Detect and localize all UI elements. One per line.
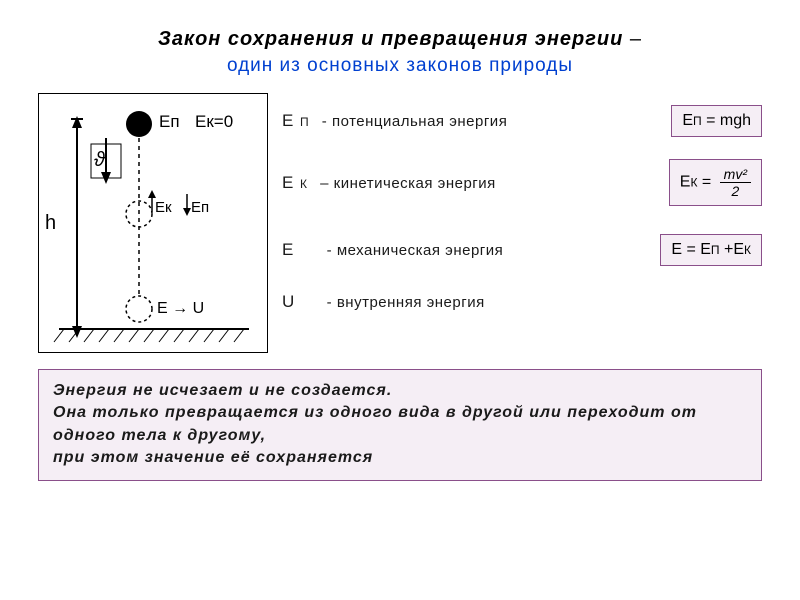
energy-diagram: h Еп Ек=0 ϑ Ек Еп E → U [38, 93, 268, 353]
top-ek0-label: Ек=0 [195, 112, 233, 132]
h-label: h [45, 212, 56, 235]
formula-ek-den: 2 [720, 183, 751, 199]
title-dash: – [623, 28, 642, 50]
law-line1: Энергия не исчезает и не создается. [53, 380, 747, 402]
formula-ep-lhs: Е [682, 112, 693, 129]
formula-etot-p2: +Е [720, 241, 744, 258]
def-e-sym: Е [282, 240, 322, 260]
def-ek-text: – кинетическая энергия [320, 175, 496, 192]
mid-ek-label: Ек [155, 199, 172, 216]
mid-ep-label: Еп [191, 199, 209, 216]
formula-etot-p0: Е = Е [671, 241, 711, 258]
def-u: U - внутренняя энергия [282, 292, 485, 312]
diagram-svg [39, 94, 269, 354]
def-ek: ЕК – кинетическая энергия [282, 173, 496, 193]
definitions-column: ЕП - потенциальная энергия ЕП = mgh ЕК –… [282, 93, 762, 353]
def-e-text: - механическая энергия [327, 242, 504, 259]
formula-etot-p3: К [744, 243, 751, 257]
formula-etot-box: Е = ЕП +ЕК [660, 234, 762, 266]
def-e: Е - механическая энергия [282, 240, 503, 260]
def-u-sym: U [282, 292, 322, 312]
formula-ek-box: ЕК = mv²2 [669, 159, 762, 206]
def-u-text: - внутренняя энергия [327, 294, 485, 311]
def-ep-text: - потенциальная энергия [322, 113, 508, 130]
def-row-ek: ЕК – кинетическая энергия ЕК = mv²2 [282, 159, 762, 206]
def-ep: ЕП - потенциальная энергия [282, 111, 507, 131]
law-line2: Она только превращается из одного вида в… [53, 402, 747, 447]
def-ep-sub: П [300, 115, 309, 129]
top-ep-label: Еп [159, 112, 180, 132]
formula-ek-frac: mv²2 [720, 166, 751, 199]
def-ek-sub: К [300, 177, 308, 191]
formula-etot-p1: П [711, 243, 720, 257]
formula-ep-rhs: = mgh [702, 112, 751, 129]
law-statement-box: Энергия не исчезает и не создается. Она … [38, 369, 762, 481]
title-text: Закон сохранения и превращения энергии [158, 28, 623, 50]
theta-label: ϑ [94, 149, 105, 172]
page-subtitle: один из основных законов природы [38, 55, 762, 77]
content-row: h Еп Ек=0 ϑ Ек Еп E → U ЕП - потенциальн… [38, 93, 762, 353]
page-title: Закон сохранения и превращения энергии – [38, 28, 762, 51]
def-row-u: U - внутренняя энергия [282, 292, 762, 312]
formula-ek-num: mv² [720, 166, 751, 183]
formula-ep-sub: П [693, 114, 702, 128]
formula-ep-box: ЕП = mgh [671, 105, 762, 137]
def-row-e: Е - механическая энергия Е = ЕП +ЕК [282, 234, 762, 266]
formula-ek-lhs: Е [680, 174, 691, 191]
law-line3: при этом значение её сохраняется [53, 447, 747, 469]
bottom-eu-label: E → U [157, 300, 204, 318]
def-row-ep: ЕП - потенциальная энергия ЕП = mgh [282, 105, 762, 137]
formula-ek-eq: = [697, 174, 715, 191]
